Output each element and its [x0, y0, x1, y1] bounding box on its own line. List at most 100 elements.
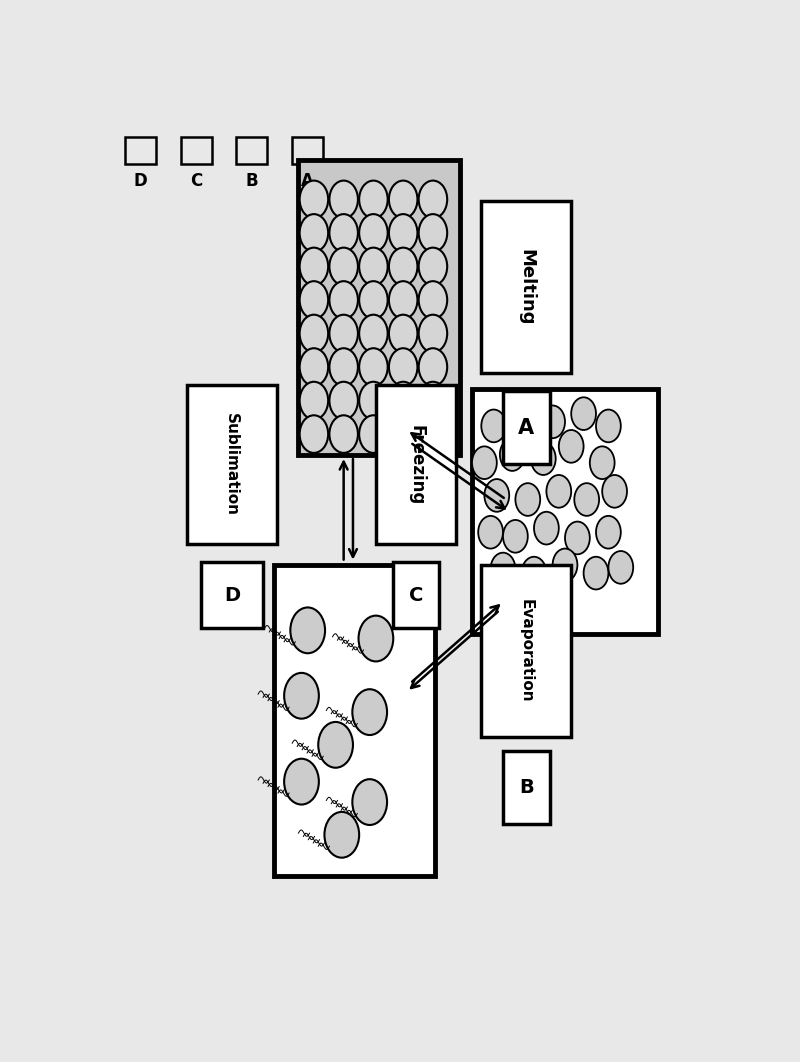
Circle shape	[300, 215, 328, 252]
Circle shape	[515, 483, 540, 516]
Circle shape	[330, 314, 358, 353]
Circle shape	[359, 215, 388, 252]
Circle shape	[565, 521, 590, 554]
Text: C: C	[409, 585, 423, 604]
Circle shape	[352, 689, 387, 735]
Circle shape	[596, 516, 621, 549]
Circle shape	[602, 475, 627, 508]
Text: B: B	[246, 172, 258, 190]
Circle shape	[418, 314, 447, 353]
Circle shape	[359, 348, 388, 386]
Text: Evaporation: Evaporation	[518, 599, 534, 703]
Circle shape	[490, 552, 515, 585]
Circle shape	[389, 381, 418, 419]
Bar	[376, 386, 457, 545]
Circle shape	[389, 348, 418, 386]
Circle shape	[418, 247, 447, 286]
Circle shape	[534, 512, 558, 545]
Circle shape	[330, 281, 358, 319]
Bar	[292, 137, 323, 165]
Bar	[503, 391, 550, 464]
Circle shape	[590, 446, 614, 479]
Circle shape	[510, 393, 534, 426]
Circle shape	[503, 520, 528, 552]
Circle shape	[418, 181, 447, 218]
Circle shape	[608, 551, 634, 584]
Circle shape	[359, 181, 388, 218]
Text: Sublimation: Sublimation	[224, 413, 239, 516]
Circle shape	[330, 215, 358, 252]
Circle shape	[500, 439, 525, 470]
Circle shape	[330, 348, 358, 386]
Circle shape	[290, 607, 325, 653]
Circle shape	[583, 556, 608, 589]
Bar	[187, 386, 277, 545]
Circle shape	[300, 181, 328, 218]
Circle shape	[300, 348, 328, 386]
Bar	[201, 563, 263, 628]
Circle shape	[318, 722, 353, 768]
Circle shape	[596, 410, 621, 442]
Text: D: D	[224, 585, 240, 604]
Circle shape	[300, 415, 328, 452]
Circle shape	[359, 281, 388, 319]
Circle shape	[330, 181, 358, 218]
Circle shape	[389, 215, 418, 252]
Text: D: D	[134, 172, 147, 190]
Circle shape	[389, 415, 418, 452]
Circle shape	[531, 442, 556, 475]
Circle shape	[559, 430, 584, 463]
Bar	[482, 565, 571, 737]
Circle shape	[418, 281, 447, 319]
Circle shape	[418, 381, 447, 419]
Circle shape	[389, 314, 418, 353]
Bar	[393, 563, 439, 628]
Circle shape	[472, 446, 497, 479]
Text: Melting: Melting	[518, 249, 535, 325]
Circle shape	[574, 483, 599, 516]
Text: A: A	[302, 172, 314, 190]
Circle shape	[284, 758, 319, 805]
Bar	[298, 160, 459, 455]
Circle shape	[300, 281, 328, 319]
Circle shape	[330, 247, 358, 286]
Circle shape	[352, 780, 387, 825]
Circle shape	[418, 215, 447, 252]
Circle shape	[571, 397, 596, 430]
Circle shape	[330, 415, 358, 452]
Circle shape	[478, 516, 503, 549]
Circle shape	[522, 556, 546, 589]
Circle shape	[482, 410, 506, 442]
Bar	[125, 137, 156, 165]
Circle shape	[330, 381, 358, 419]
Bar	[181, 137, 211, 165]
Text: A: A	[518, 417, 534, 438]
Bar	[237, 137, 267, 165]
Circle shape	[418, 348, 447, 386]
Bar	[274, 565, 435, 876]
Circle shape	[359, 381, 388, 419]
Bar	[472, 389, 658, 634]
Bar	[503, 751, 550, 824]
Circle shape	[546, 475, 571, 508]
Text: Freezing: Freezing	[407, 425, 426, 504]
Circle shape	[418, 415, 447, 452]
Circle shape	[300, 247, 328, 286]
Circle shape	[325, 811, 359, 858]
Circle shape	[358, 616, 394, 662]
Text: B: B	[519, 777, 534, 796]
Bar	[482, 201, 571, 373]
Circle shape	[485, 479, 510, 512]
Circle shape	[553, 549, 578, 581]
Circle shape	[540, 406, 565, 439]
Circle shape	[359, 247, 388, 286]
Circle shape	[284, 673, 319, 719]
Circle shape	[389, 181, 418, 218]
Circle shape	[359, 415, 388, 452]
Circle shape	[359, 314, 388, 353]
Circle shape	[389, 247, 418, 286]
Text: C: C	[190, 172, 202, 190]
Circle shape	[300, 314, 328, 353]
Circle shape	[389, 281, 418, 319]
Circle shape	[300, 381, 328, 419]
